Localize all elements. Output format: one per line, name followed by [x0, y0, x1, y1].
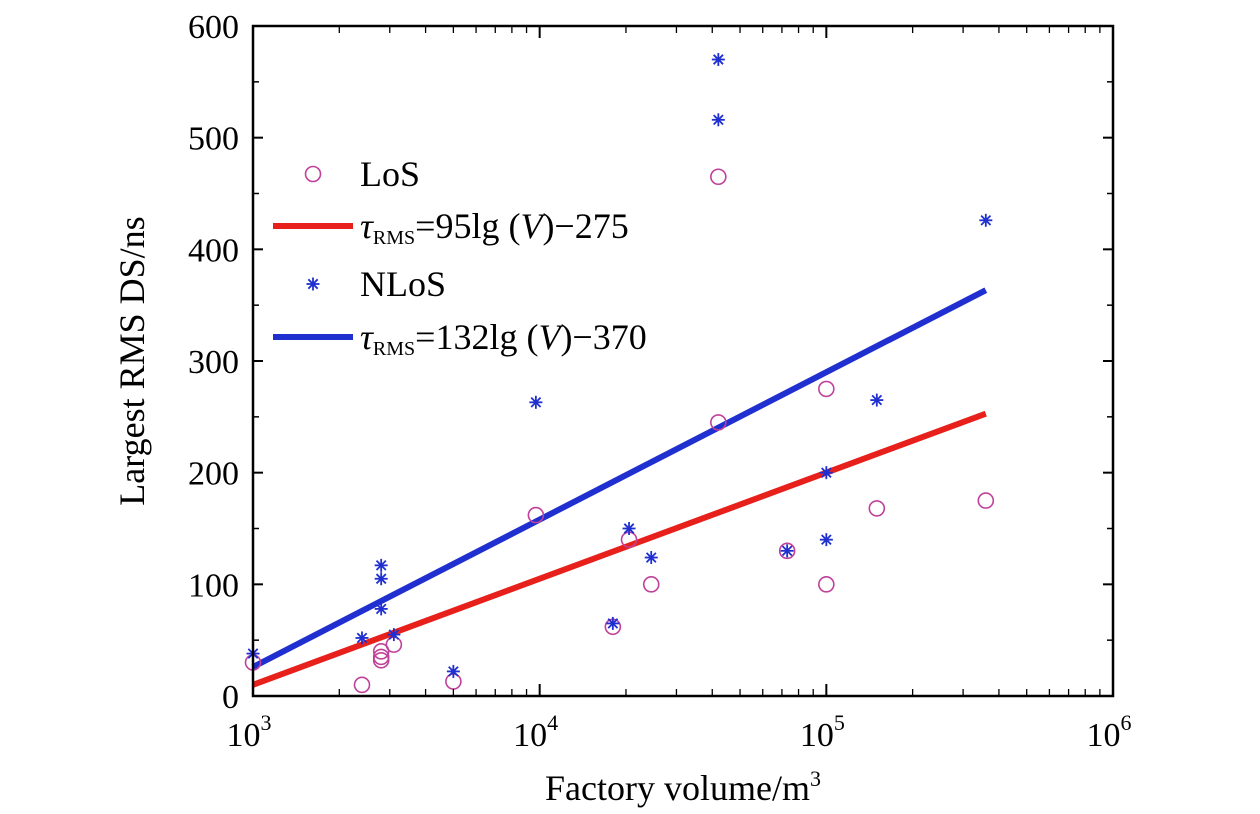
point-los-14 — [818, 380, 835, 398]
y-tick-label: 0 — [222, 679, 239, 716]
point-nlos-9 — [622, 522, 636, 535]
x-axis-title-text: Factory volume/m — [545, 768, 810, 808]
legend-item-3: τRMS=132lg (V)−370 — [273, 317, 647, 360]
point-nlos-5 — [387, 628, 401, 642]
point-los-16 — [868, 500, 886, 517]
point-los-13 — [778, 542, 796, 560]
point-los-2 — [372, 643, 390, 660]
legend-label: NLoS — [360, 264, 446, 304]
fit-line-3 — [251, 287, 988, 670]
y-tick-label: 600 — [188, 9, 239, 46]
point-nlos-7 — [529, 395, 543, 409]
point-los-11 — [710, 168, 727, 186]
point-los-15 — [818, 576, 835, 593]
point-nlos-6 — [446, 664, 460, 678]
legend-marker-circle — [304, 165, 322, 183]
point-los-1 — [353, 676, 371, 694]
legend-item-0: LoS — [304, 154, 420, 194]
point-nlos-16 — [870, 393, 884, 407]
point-los-17 — [977, 492, 995, 509]
point-nlos-4 — [374, 602, 388, 616]
y-tick-label: 200 — [188, 456, 239, 493]
point-nlos-14 — [819, 466, 833, 480]
x-tick-label: 105 — [800, 710, 845, 754]
y-axis-title: Largest RMS DS/ns — [112, 216, 152, 505]
legend-label: τRMS=95lg (V)−275 — [360, 206, 629, 249]
point-los-12 — [710, 414, 727, 431]
point-los-10 — [642, 576, 660, 593]
x-axis-title: Factory volume/m3 — [545, 766, 821, 808]
plot-frame — [251, 24, 1115, 698]
fit-line-1 — [251, 410, 987, 688]
legend-label: τRMS=132lg (V)−370 — [360, 317, 647, 360]
legend-label: LoS — [360, 154, 420, 194]
point-nlos-11 — [711, 53, 725, 66]
point-los-7 — [527, 506, 545, 524]
x-tick-label: 106 — [1087, 710, 1132, 754]
legend-item-1: τRMS=95lg (V)−275 — [273, 206, 629, 249]
x-tick-label: 104 — [513, 710, 558, 754]
y-tick-label: 400 — [188, 232, 239, 269]
legend-item-2: NLoS — [306, 264, 446, 304]
y-tick-label: 500 — [188, 121, 239, 158]
point-nlos-10 — [644, 551, 658, 565]
legend: LoS τRMS=95lg (V)−275 NLoS τRMS=132lg (V)−3… — [273, 154, 647, 360]
point-nlos-13 — [780, 544, 794, 558]
x-axis-title-sup: 3 — [810, 766, 821, 791]
point-nlos-15 — [819, 533, 833, 547]
point-nlos-17 — [979, 213, 993, 227]
x-tick-label: 103 — [227, 710, 272, 754]
point-nlos-1 — [355, 631, 369, 645]
ticks-layer: 0 100 200 300 400 500 600 103 104 105 106 — [188, 9, 1132, 754]
point-los-4 — [372, 651, 390, 669]
point-nlos-3 — [374, 572, 388, 586]
y-tick-label: 300 — [188, 344, 239, 381]
point-nlos-8 — [606, 616, 620, 630]
legend-marker-asterisk — [306, 277, 320, 291]
y-tick-label: 100 — [188, 567, 239, 604]
point-nlos-2 — [374, 558, 388, 572]
plot-layer — [244, 53, 995, 694]
point-nlos-12 — [711, 113, 725, 127]
series-nlos-points — [246, 53, 993, 678]
